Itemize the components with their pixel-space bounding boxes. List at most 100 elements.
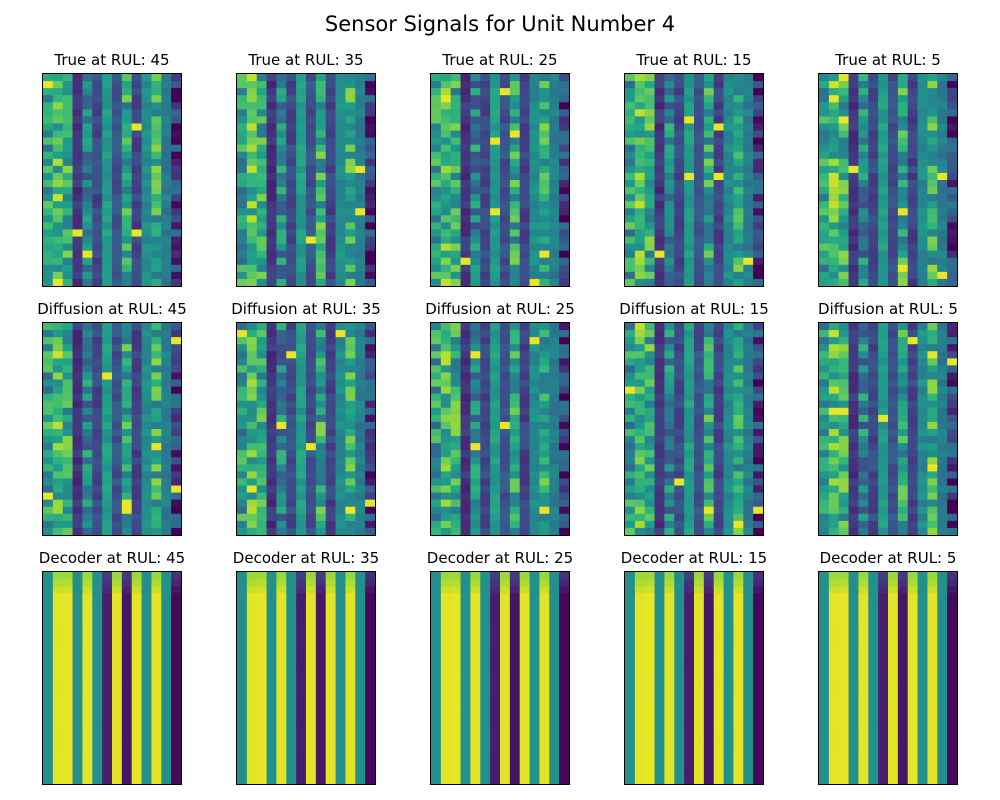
heatmap-cell xyxy=(828,109,840,117)
heatmap-cell xyxy=(315,250,327,259)
heatmap-cell xyxy=(644,464,655,472)
heatmap-cell xyxy=(664,88,675,96)
heatmap-cell xyxy=(848,137,859,145)
heatmap-cell xyxy=(325,187,336,195)
heatmap-cell xyxy=(82,450,93,458)
heatmap-cell xyxy=(52,649,64,658)
heatmap-cell xyxy=(947,123,957,131)
heatmap-cell xyxy=(743,158,754,167)
heatmap-cell xyxy=(559,74,569,82)
heatmap-cell xyxy=(713,236,724,244)
heatmap-cell xyxy=(62,337,73,345)
heatmap-cell xyxy=(519,215,530,223)
heatmap-cell xyxy=(151,741,162,749)
heatmap-cell xyxy=(848,429,859,437)
heatmap-cell xyxy=(549,158,560,167)
heatmap-cell xyxy=(828,250,840,259)
heatmap-cell xyxy=(848,81,859,89)
heatmap-cell xyxy=(131,130,142,138)
heatmap-cell xyxy=(237,506,248,515)
heatmap-cell xyxy=(848,236,859,244)
heatmap-cell xyxy=(713,407,724,416)
heatmap-cell xyxy=(460,450,471,458)
heatmap-cell xyxy=(345,450,356,458)
heatmap-cell xyxy=(121,678,133,686)
heatmap-cell xyxy=(723,74,734,82)
heatmap-cell xyxy=(43,257,54,266)
heatmap-cell xyxy=(266,429,277,437)
heatmap-cell xyxy=(674,379,685,387)
heatmap-cell xyxy=(500,527,511,535)
heatmap-cell xyxy=(917,81,928,89)
heatmap-cell xyxy=(431,379,442,387)
heatmap-cell xyxy=(500,102,511,110)
heatmap-cell xyxy=(161,393,172,402)
heatmap-cell xyxy=(927,116,938,124)
heatmap-cell xyxy=(674,201,685,209)
heatmap-cell xyxy=(703,407,715,416)
heatmap-cell xyxy=(102,400,113,409)
heatmap-cell xyxy=(121,499,133,508)
heatmap-cell xyxy=(82,194,93,202)
heatmap-cell xyxy=(529,137,540,145)
heatmap-cell xyxy=(868,208,879,216)
heatmap-cell xyxy=(43,172,54,181)
heatmap-cell xyxy=(743,257,754,266)
heatmap-cell xyxy=(306,607,317,615)
heatmap-cell xyxy=(644,513,655,522)
heatmap-cell xyxy=(644,208,655,216)
heatmap-cell xyxy=(306,414,317,423)
heatmap-cell xyxy=(480,344,491,352)
heatmap-cell xyxy=(713,450,724,458)
heatmap-cell xyxy=(82,635,93,643)
heatmap-cell xyxy=(917,271,928,280)
heatmap-cell xyxy=(171,257,181,266)
heatmap-cell xyxy=(539,229,550,237)
heatmap-cell xyxy=(131,116,142,124)
heatmap-cell xyxy=(325,236,336,244)
heatmap-cell xyxy=(171,607,181,615)
heatmap-cell xyxy=(917,165,928,174)
heatmap-cell xyxy=(92,678,103,686)
heatmap-cell xyxy=(664,499,675,508)
heatmap-cell xyxy=(276,264,287,273)
heatmap-cell xyxy=(62,706,73,714)
heatmap-cell xyxy=(335,720,346,728)
heatmap-cell xyxy=(723,81,734,89)
heatmap-cell xyxy=(490,151,501,160)
heatmap-cell xyxy=(52,158,64,167)
heatmap-cell xyxy=(917,180,928,188)
heatmap-cell xyxy=(335,187,346,195)
heatmap-cell xyxy=(838,527,849,535)
heatmap-cell xyxy=(947,527,957,535)
heatmap-cell xyxy=(625,471,636,479)
heatmap-cell xyxy=(151,194,162,202)
heatmap-cell xyxy=(315,769,327,778)
heatmap-cell xyxy=(43,400,54,409)
heatmap-cell xyxy=(161,243,172,251)
heatmap-cell xyxy=(878,330,889,338)
heatmap-cell xyxy=(947,393,957,402)
heatmap-cell xyxy=(549,414,560,423)
heatmap-cell xyxy=(237,187,248,195)
heatmap-cell xyxy=(315,656,327,665)
heatmap-cell xyxy=(848,330,859,338)
heatmap-cell xyxy=(102,137,113,145)
heatmap-cell xyxy=(559,344,569,352)
heatmap-cell xyxy=(161,600,172,608)
heatmap-cell xyxy=(325,734,336,742)
heatmap-cell xyxy=(848,250,859,259)
heatmap-cell xyxy=(82,109,93,117)
heatmap-cell xyxy=(440,421,452,430)
heatmap-cell xyxy=(237,144,248,153)
heatmap-cell xyxy=(878,365,889,373)
heatmap-cell xyxy=(674,222,685,230)
heatmap-cell xyxy=(450,102,461,110)
heatmap-cell xyxy=(937,513,948,522)
heatmap-cell xyxy=(838,344,849,352)
heatmap-cell xyxy=(141,400,152,409)
heatmap-cell xyxy=(121,600,133,608)
heatmap-cell xyxy=(947,74,957,82)
heatmap-cell xyxy=(703,271,715,280)
heatmap-cell xyxy=(276,337,287,345)
